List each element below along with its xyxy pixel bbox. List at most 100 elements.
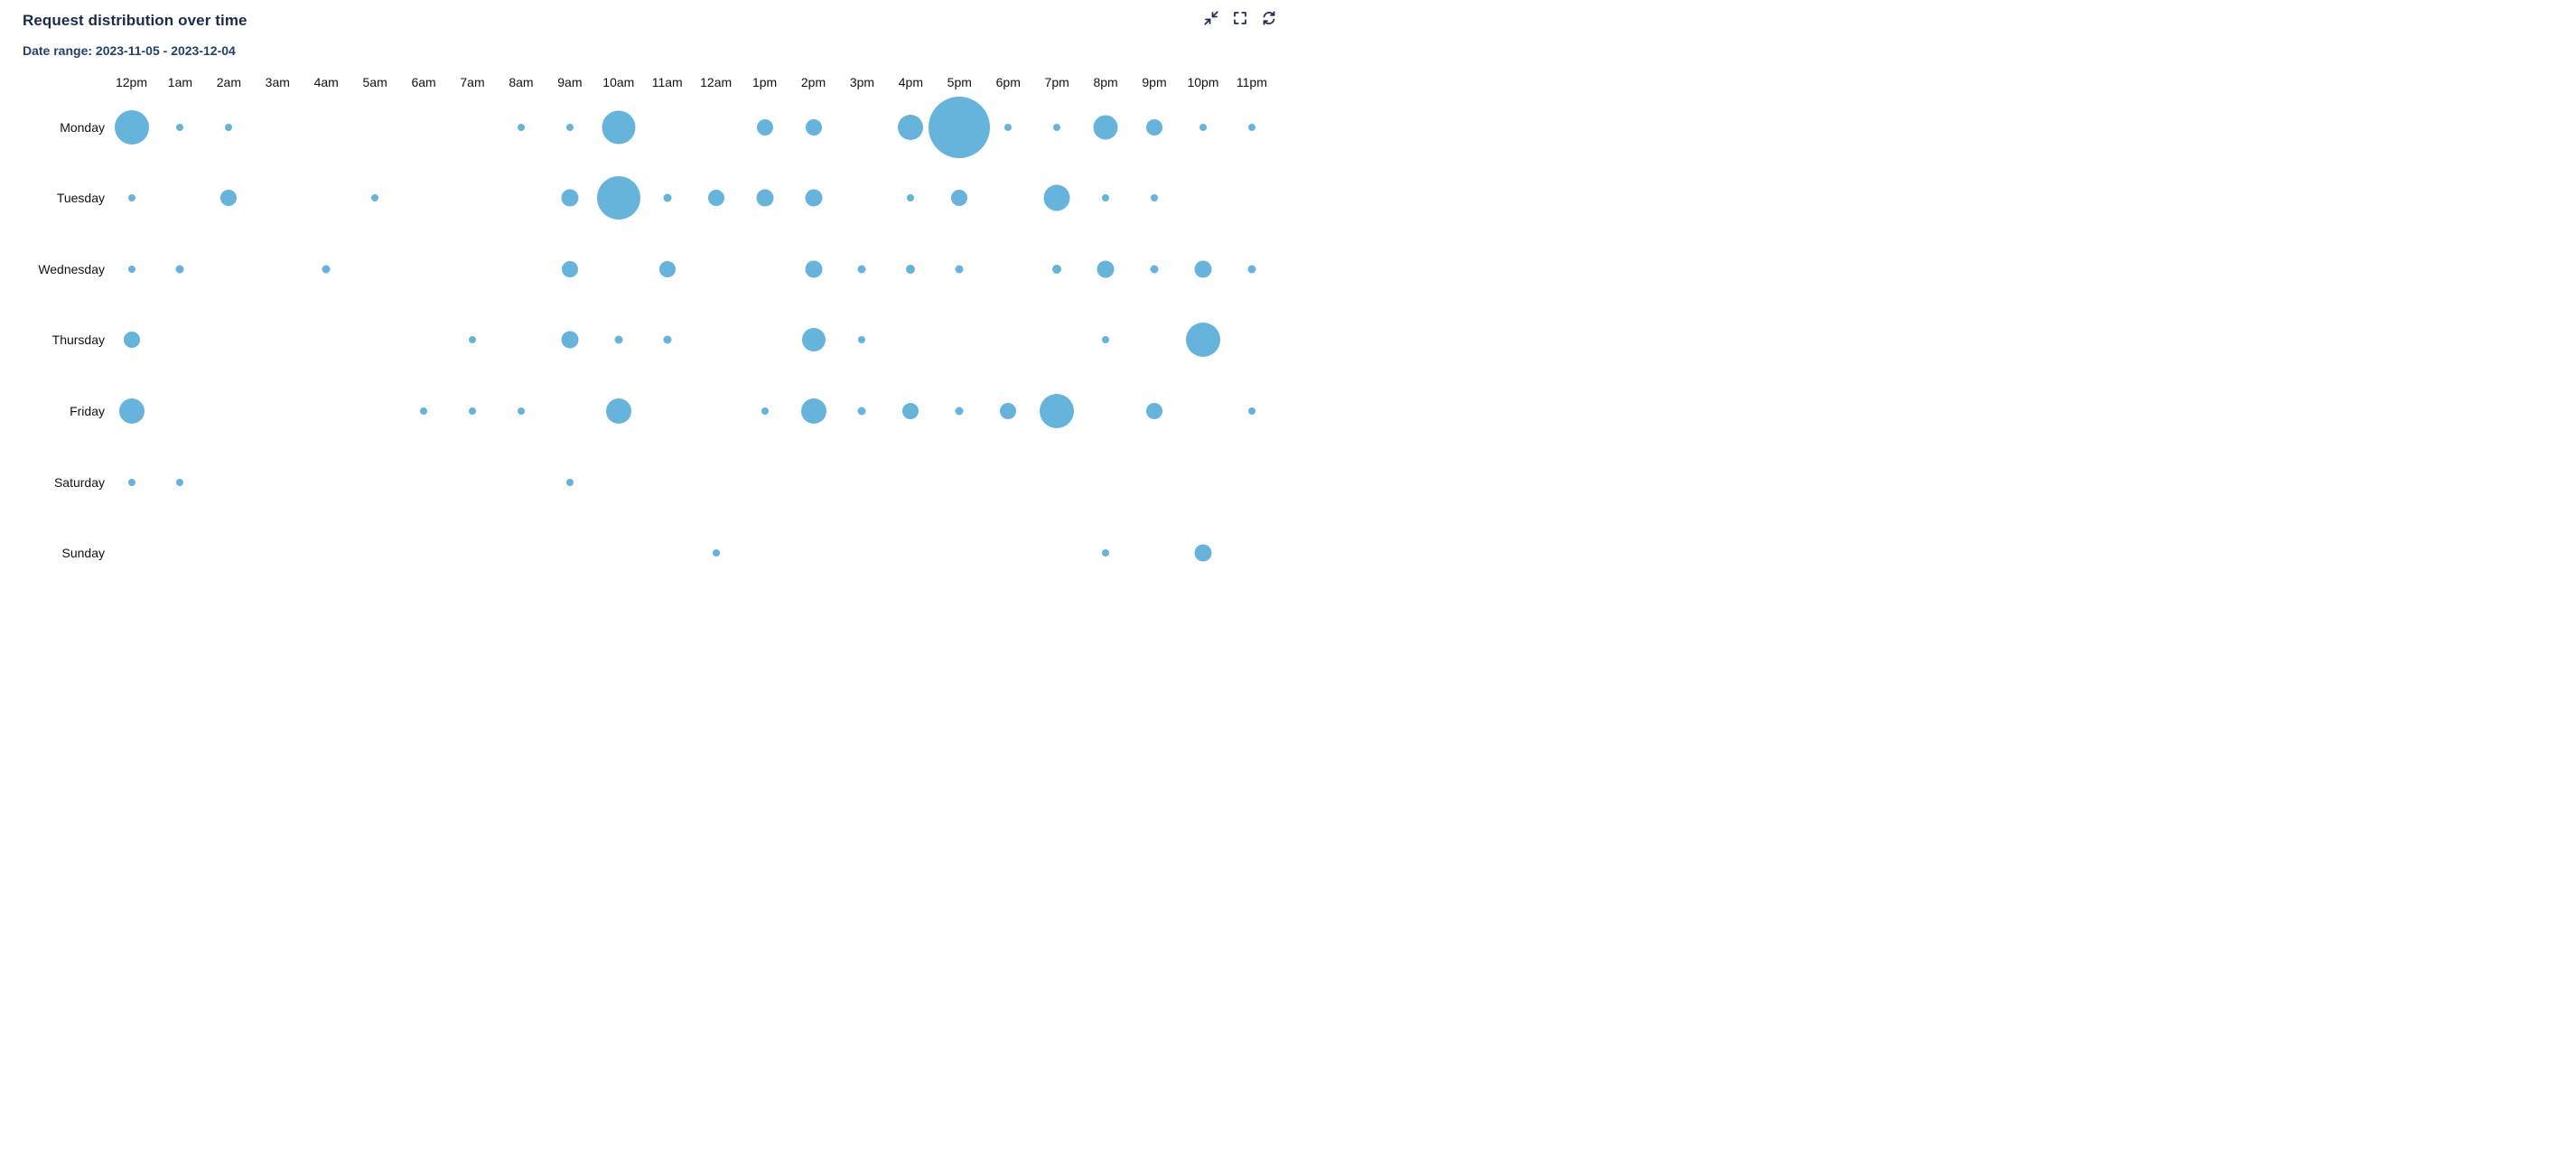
bubble[interactable] bbox=[712, 549, 720, 557]
bubble[interactable] bbox=[906, 264, 916, 274]
bubble[interactable] bbox=[1097, 260, 1115, 278]
day-label: Wednesday bbox=[38, 261, 105, 276]
bubble[interactable] bbox=[176, 478, 184, 486]
bubble[interactable] bbox=[561, 189, 579, 207]
hour-label: 11am bbox=[651, 74, 683, 89]
hour-label: 2pm bbox=[800, 74, 826, 89]
bubble[interactable] bbox=[858, 336, 866, 344]
bubble[interactable] bbox=[322, 265, 331, 274]
bubble[interactable] bbox=[955, 265, 964, 274]
bubble[interactable] bbox=[805, 118, 822, 136]
bubble[interactable] bbox=[1146, 118, 1163, 136]
bubble[interactable] bbox=[225, 123, 233, 131]
fullscreen-button[interactable] bbox=[1231, 11, 1248, 28]
day-label: Friday bbox=[70, 403, 105, 418]
bubble[interactable] bbox=[614, 335, 623, 344]
bubble[interactable] bbox=[565, 123, 574, 131]
bubble[interactable] bbox=[605, 398, 631, 424]
minimize-arrows-icon bbox=[1203, 10, 1219, 29]
bubble[interactable] bbox=[176, 123, 184, 131]
bubble[interactable] bbox=[902, 402, 919, 419]
bubble[interactable] bbox=[756, 189, 774, 207]
bubble[interactable] bbox=[857, 407, 866, 416]
bubble[interactable] bbox=[1043, 184, 1070, 211]
bubble[interactable] bbox=[805, 189, 823, 207]
bubble[interactable] bbox=[602, 110, 636, 144]
bubble[interactable] bbox=[756, 118, 773, 136]
hour-label: 3pm bbox=[849, 74, 875, 89]
hour-label: 5pm bbox=[947, 74, 972, 89]
bubble[interactable] bbox=[114, 109, 149, 145]
hour-label: 6pm bbox=[995, 74, 1021, 89]
bubble[interactable] bbox=[1093, 115, 1118, 139]
hour-label: 1pm bbox=[751, 74, 778, 89]
bubble[interactable] bbox=[1004, 123, 1013, 131]
bubble-chart: 12pm 1am 2am 3am 4am 5am 6am 7am 8am 9am 10am 11am 1… bbox=[0, 0, 1288, 576]
bubble[interactable] bbox=[565, 478, 574, 486]
bubble[interactable] bbox=[561, 331, 579, 349]
bubble[interactable] bbox=[663, 193, 672, 202]
refresh-icon bbox=[1261, 10, 1277, 29]
refresh-button[interactable] bbox=[1260, 11, 1277, 28]
bubble[interactable] bbox=[761, 407, 769, 415]
bubble[interactable] bbox=[469, 336, 476, 344]
bubble[interactable] bbox=[127, 265, 135, 273]
fullscreen-corners-icon bbox=[1232, 10, 1248, 29]
bubble[interactable] bbox=[1185, 323, 1220, 358]
bubble[interactable] bbox=[1102, 549, 1110, 557]
bubble[interactable] bbox=[1146, 402, 1163, 419]
bubble[interactable] bbox=[1199, 123, 1207, 131]
bubble[interactable] bbox=[658, 260, 676, 277]
bubble[interactable] bbox=[1194, 544, 1212, 562]
bubble[interactable] bbox=[1040, 393, 1075, 428]
page-title: Request distribution over time bbox=[23, 12, 247, 29]
hour-label: 6am bbox=[411, 74, 436, 89]
bubble[interactable] bbox=[1194, 260, 1212, 278]
bubble[interactable] bbox=[469, 407, 476, 415]
bubble[interactable] bbox=[800, 398, 826, 424]
hour-label: 1am bbox=[167, 74, 193, 89]
bubble[interactable] bbox=[663, 335, 672, 344]
bubble[interactable] bbox=[1247, 265, 1256, 274]
bubble[interactable] bbox=[220, 190, 238, 207]
collapse-button[interactable] bbox=[1202, 11, 1219, 28]
day-label: Sunday bbox=[61, 546, 105, 561]
hour-label: 3am bbox=[265, 74, 290, 89]
hour-label: 11pm bbox=[1236, 74, 1267, 89]
bubble[interactable] bbox=[1151, 194, 1159, 202]
bubble[interactable] bbox=[1053, 123, 1061, 131]
bubble[interactable] bbox=[955, 407, 964, 416]
bubble[interactable] bbox=[1000, 402, 1017, 419]
bubble[interactable] bbox=[1102, 194, 1110, 202]
bubble[interactable] bbox=[805, 260, 823, 278]
bubble[interactable] bbox=[517, 407, 525, 415]
bubble[interactable] bbox=[929, 96, 991, 158]
hour-label: 10am bbox=[602, 74, 635, 89]
bubble[interactable] bbox=[1052, 264, 1062, 274]
bubble[interactable] bbox=[175, 265, 184, 274]
bubble[interactable] bbox=[118, 398, 145, 424]
bubble[interactable] bbox=[561, 260, 578, 277]
bubble[interactable] bbox=[123, 332, 140, 349]
bubble[interactable] bbox=[857, 265, 866, 274]
bubble[interactable] bbox=[127, 194, 135, 202]
bubble[interactable] bbox=[951, 190, 968, 207]
bubble[interactable] bbox=[420, 407, 428, 415]
day-label: Monday bbox=[60, 119, 105, 135]
chart-toolbar bbox=[1202, 11, 1277, 28]
bubble[interactable] bbox=[907, 194, 915, 202]
bubble[interactable] bbox=[127, 478, 135, 486]
bubble[interactable] bbox=[898, 114, 924, 140]
bubble[interactable] bbox=[801, 328, 826, 352]
date-range-label: Date range: 2023-11-05 - 2023-12-04 bbox=[23, 43, 236, 58]
bubble[interactable] bbox=[517, 123, 525, 131]
bubble[interactable] bbox=[1247, 123, 1255, 131]
bubble[interactable] bbox=[1247, 407, 1255, 415]
bubble[interactable] bbox=[371, 194, 379, 202]
hour-label: 8am bbox=[509, 74, 534, 89]
bubble[interactable] bbox=[596, 176, 640, 220]
bubble[interactable] bbox=[1102, 336, 1110, 344]
day-label: Saturday bbox=[53, 474, 105, 490]
bubble[interactable] bbox=[1150, 265, 1159, 274]
bubble[interactable] bbox=[707, 190, 724, 207]
